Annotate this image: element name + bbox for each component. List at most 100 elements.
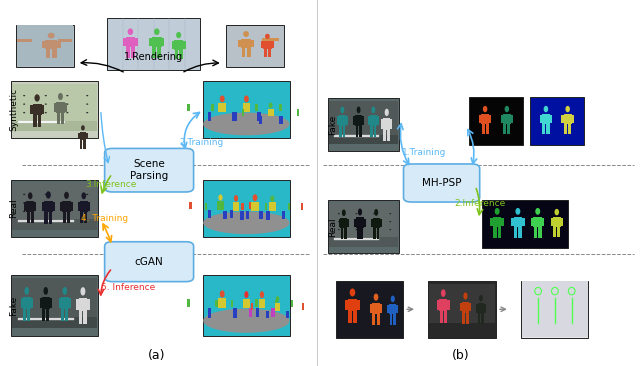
Bar — [217, 201, 224, 210]
Bar — [175, 50, 178, 59]
Text: cGAN: cGAN — [135, 257, 163, 267]
Bar — [84, 212, 88, 223]
Text: MH-PSP: MH-PSP — [422, 178, 461, 188]
Bar — [26, 201, 34, 212]
Ellipse shape — [23, 95, 25, 96]
Ellipse shape — [349, 288, 355, 296]
Ellipse shape — [389, 213, 391, 214]
Bar — [152, 37, 161, 47]
Bar — [372, 303, 380, 314]
Text: (b): (b) — [452, 349, 470, 362]
Bar — [542, 114, 550, 124]
Bar — [161, 38, 164, 46]
Bar — [534, 227, 537, 238]
Bar — [437, 300, 440, 310]
Text: 4. Training: 4. Training — [81, 214, 128, 223]
Bar — [462, 302, 469, 313]
Bar — [12, 180, 98, 237]
Ellipse shape — [340, 107, 344, 113]
Text: 2.Inference: 2.Inference — [454, 199, 506, 208]
Bar — [518, 227, 522, 238]
Bar — [249, 308, 252, 317]
Bar — [61, 297, 68, 309]
Bar — [12, 183, 97, 223]
Bar — [61, 309, 64, 321]
Bar — [297, 109, 300, 116]
Bar — [20, 298, 23, 308]
Text: (a): (a) — [148, 349, 166, 362]
Bar — [255, 299, 258, 307]
Bar — [466, 313, 468, 324]
Ellipse shape — [220, 290, 225, 298]
Ellipse shape — [389, 229, 391, 230]
Ellipse shape — [86, 95, 88, 96]
Ellipse shape — [441, 289, 445, 297]
Bar — [447, 300, 450, 310]
Bar — [469, 303, 471, 311]
Bar — [54, 103, 56, 112]
Text: 2.Training: 2.Training — [179, 138, 224, 146]
Bar — [329, 203, 398, 240]
Bar — [12, 82, 98, 138]
Bar — [261, 41, 264, 48]
Bar — [207, 210, 211, 218]
Bar — [477, 303, 484, 314]
Bar — [28, 309, 30, 321]
Bar — [12, 276, 98, 336]
Ellipse shape — [154, 29, 159, 35]
Bar — [444, 311, 447, 323]
Bar — [218, 103, 226, 112]
Bar — [440, 311, 443, 323]
Bar — [33, 115, 36, 127]
Bar — [86, 133, 88, 139]
Bar — [16, 25, 74, 67]
Ellipse shape — [373, 229, 375, 230]
Ellipse shape — [385, 109, 389, 116]
Bar — [232, 112, 236, 121]
Bar — [18, 318, 74, 320]
Bar — [550, 218, 553, 226]
Bar — [271, 308, 275, 317]
Bar — [360, 228, 364, 239]
Ellipse shape — [23, 112, 25, 113]
Bar — [263, 41, 271, 49]
Bar — [233, 308, 237, 318]
Bar — [226, 25, 284, 67]
Bar — [540, 115, 542, 123]
Bar — [230, 210, 234, 218]
Bar — [223, 211, 227, 219]
Bar — [242, 109, 244, 116]
Bar — [204, 276, 290, 336]
Bar — [387, 305, 389, 313]
Bar — [542, 124, 545, 134]
Bar — [27, 212, 29, 223]
Bar — [218, 298, 226, 308]
Bar — [301, 203, 303, 210]
Bar — [12, 219, 97, 229]
Bar — [211, 104, 214, 111]
Bar — [329, 135, 398, 144]
Bar — [60, 202, 63, 211]
Ellipse shape — [23, 211, 25, 212]
Bar — [553, 217, 561, 227]
Bar — [561, 115, 564, 123]
Bar — [280, 116, 282, 124]
Bar — [70, 202, 73, 211]
Bar — [88, 202, 90, 211]
Text: 1.Rendering: 1.Rendering — [124, 52, 183, 62]
Ellipse shape — [338, 213, 340, 214]
Ellipse shape — [35, 94, 40, 102]
Bar — [282, 211, 285, 219]
Bar — [503, 124, 506, 134]
Bar — [268, 109, 274, 116]
Bar — [564, 124, 567, 134]
Bar — [333, 238, 380, 240]
Bar — [478, 314, 481, 324]
Bar — [18, 121, 65, 123]
Ellipse shape — [24, 287, 29, 295]
Bar — [291, 300, 293, 307]
Bar — [568, 124, 572, 134]
Bar — [377, 228, 380, 239]
Bar — [231, 300, 234, 307]
Bar — [340, 218, 347, 228]
